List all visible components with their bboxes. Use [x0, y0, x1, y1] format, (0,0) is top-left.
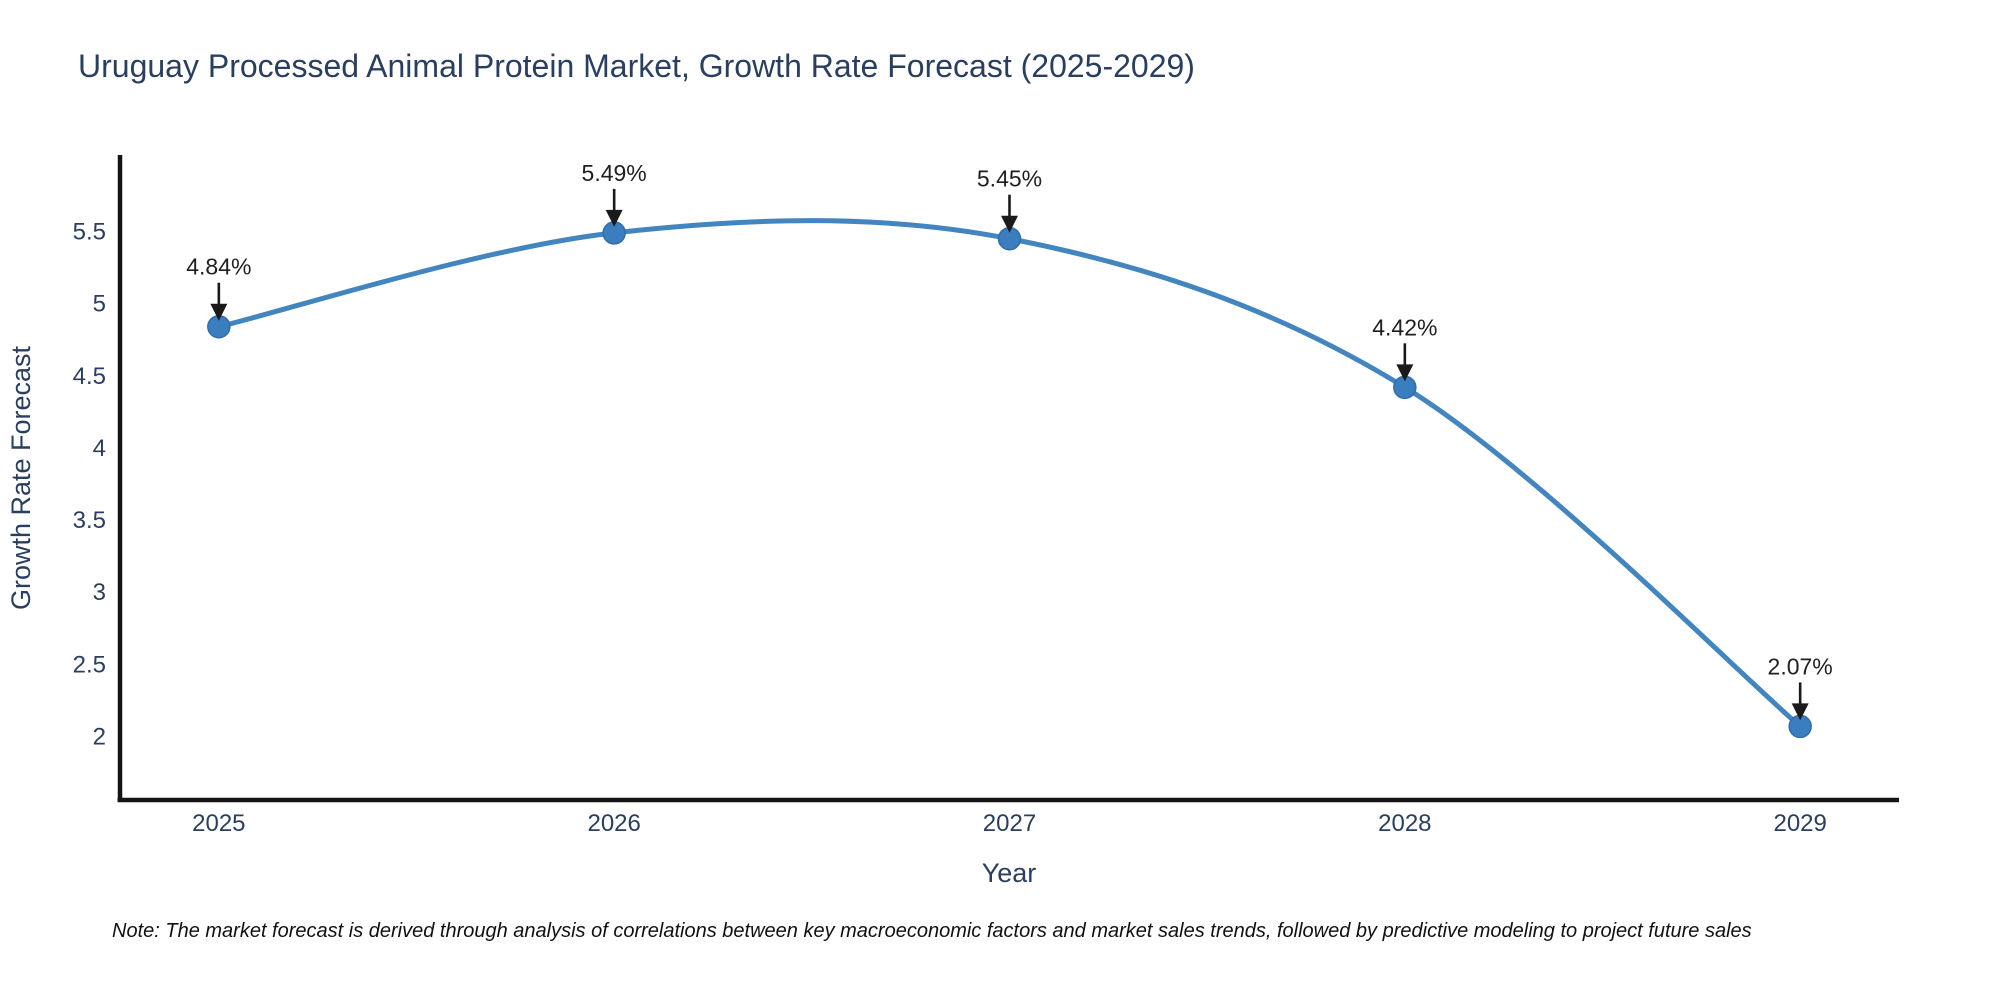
- x-tick-label: 2027: [983, 810, 1036, 837]
- point-annotation-label: 4.84%: [186, 254, 251, 280]
- point-annotation-label: 2.07%: [1768, 653, 1833, 679]
- series-line: [216, 218, 1803, 729]
- y-tick-label: 3: [93, 579, 106, 606]
- point-annotation-label: 5.49%: [582, 160, 647, 186]
- y-tick-label: 4: [93, 435, 106, 462]
- chart-title: Uruguay Processed Animal Protein Market,…: [78, 48, 1195, 84]
- annotation-arrowhead-icon: [605, 209, 623, 227]
- footnote: Note: The market forecast is derived thr…: [112, 920, 1752, 942]
- y-axis-title: Growth Rate Forecast: [6, 345, 36, 610]
- annotation-arrowhead-icon: [1001, 215, 1018, 233]
- point-annotation-label: 4.42%: [1372, 314, 1437, 340]
- point-annotation-label: 5.45%: [977, 166, 1042, 192]
- y-tick-label: 3.5: [73, 507, 106, 534]
- y-tick-label: 4.5: [73, 363, 106, 390]
- y-tick-label: 5: [93, 291, 106, 318]
- y-tick-label: 2: [93, 724, 106, 751]
- x-tick-label: 2029: [1773, 810, 1826, 837]
- x-axis-title: Year: [982, 858, 1037, 888]
- x-tick-label: 2026: [587, 810, 640, 837]
- y-tick-label: 5.5: [73, 218, 106, 245]
- annotation-arrowhead-icon: [1396, 364, 1414, 382]
- x-tick-label: 2025: [192, 810, 245, 837]
- annotation-arrowhead-icon: [210, 303, 228, 321]
- annotation-arrowhead-icon: [1791, 703, 1809, 721]
- y-tick-label: 2.5: [73, 651, 106, 678]
- x-tick-label: 2028: [1378, 810, 1431, 837]
